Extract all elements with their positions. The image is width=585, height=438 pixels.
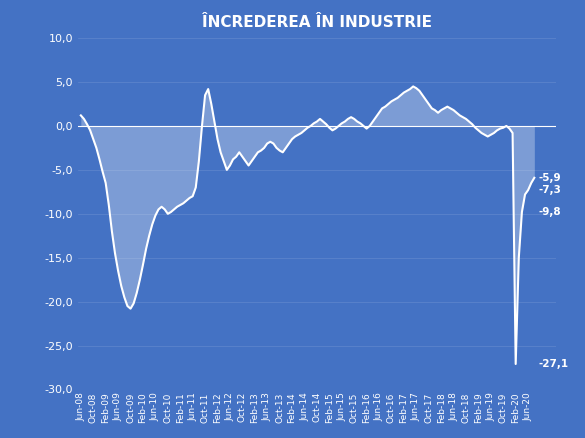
Title: ÎNCREDEREA ÎN INDUSTRIE: ÎNCREDEREA ÎN INDUSTRIE (202, 15, 432, 30)
Text: -7,3: -7,3 (539, 185, 562, 195)
Text: -9,8: -9,8 (539, 207, 562, 217)
Text: -5,9: -5,9 (539, 173, 562, 183)
Text: -27,1: -27,1 (539, 359, 569, 369)
